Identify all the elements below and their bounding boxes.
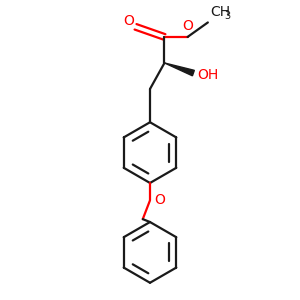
Text: OH: OH (197, 68, 218, 82)
Text: O: O (154, 193, 165, 207)
Text: 3: 3 (225, 11, 231, 21)
Polygon shape (164, 63, 194, 76)
Text: O: O (124, 14, 135, 28)
Text: O: O (182, 20, 193, 34)
Text: CH: CH (210, 5, 230, 19)
